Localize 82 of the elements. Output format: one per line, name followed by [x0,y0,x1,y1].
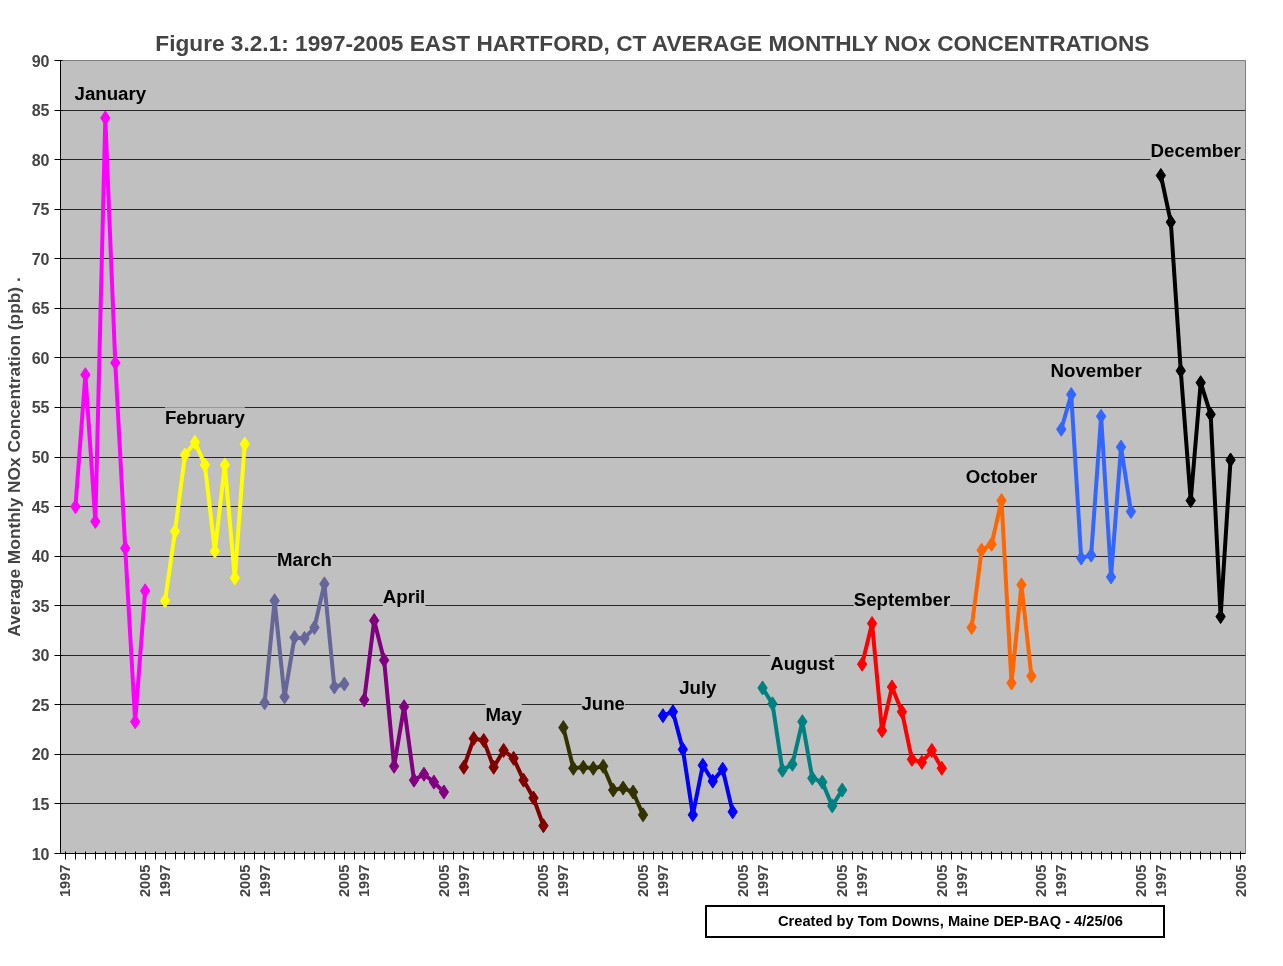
point [617,780,629,796]
x-tick-label: 2005 [137,864,154,898]
point [408,772,420,788]
y-tick-label: 40 [31,548,50,566]
x-tick-label: 2005 [635,864,652,898]
point [169,523,181,539]
point [896,704,908,720]
y-tick-label: 15 [31,795,50,813]
point [657,708,669,724]
series-label: April [382,585,426,607]
x-tick-label: 2005 [1132,864,1149,898]
y-axis-title: Average Monthly NOx Concentration (ppb) . [3,277,24,637]
point [418,766,430,782]
x-tick-label: 2005 [435,864,452,898]
x-tick-label: 1997 [256,864,273,898]
point [378,652,390,668]
x-tick-label: 1997 [157,864,174,898]
y-tick-label: 70 [31,250,50,268]
x-tick-label: 2005 [535,864,552,898]
x-tick-label: 2005 [336,864,353,898]
point [627,784,639,800]
series-label: October [965,465,1038,487]
point [677,741,689,757]
point [856,656,868,672]
y-tick-label: 85 [31,102,50,120]
x-tick-label: 1997 [654,864,671,898]
x-tick-label: 1997 [1152,864,1169,898]
y-tick-label: 90 [31,52,50,70]
text: Created by Tom Downs, Maine DEP-BAQ - 4/25/06 [705,905,1165,938]
series-label: November [1050,359,1142,381]
series-label: July [679,676,718,698]
series-label: August [770,652,835,674]
series-label: June [581,692,625,714]
y-tick-label: 45 [31,498,50,516]
point [886,679,898,695]
point [667,704,679,720]
x-tick-label: 1997 [455,864,472,898]
y-tick-label: 55 [31,399,50,417]
point [189,434,201,450]
y-tick-label: 10 [31,845,50,863]
point [916,754,928,770]
point [906,751,918,767]
y-tick-label: 30 [31,647,50,665]
point [428,774,440,790]
point [478,733,489,748]
y-tick-label: 50 [31,449,50,466]
x-tick-label: 1997 [854,864,871,898]
x-tick-label: 2005 [734,864,751,898]
x-tick-label: 2005 [1232,864,1249,898]
point [159,593,171,609]
y-tick-label: 35 [31,597,50,615]
x-tick-label: 1997 [57,864,74,898]
point [139,583,151,599]
x-tick-label: 1997 [555,864,572,898]
y-tick-label: 60 [31,349,50,367]
point [637,807,649,823]
x-tick-label: 2005 [834,864,851,898]
point [179,447,191,463]
point [199,457,211,473]
series-label: March [277,548,332,570]
series-label: January [74,82,147,104]
point [1085,547,1097,563]
series-label: December [1150,140,1241,162]
series-label: September [853,588,951,610]
point [1125,504,1137,520]
x-tick-label: 1997 [953,864,970,898]
x-tick-label: 1997 [754,864,771,898]
series-label: May [485,703,523,725]
series-label: February [164,407,246,429]
x-tick-label: 2005 [236,864,253,898]
x-tick-label: 1997 [356,864,373,898]
x-tick-label: 2005 [933,864,950,898]
y-tick-label: 20 [31,746,50,764]
y-tick-label: 25 [31,696,50,714]
y-tick-label: 65 [31,300,50,318]
x-tick-label: 1997 [1053,864,1070,898]
y-tick-label: 75 [31,201,50,219]
chart-title: Figure 3.2.1: 1997-2005 EAST HARTFORD, CT AVERAGE MONTHLY NOx CONCENTRATIONS [155,29,1150,56]
point [438,784,450,800]
x-tick-label: 2005 [1033,864,1050,898]
y-tick-label: 80 [31,151,50,169]
point [1155,167,1167,183]
